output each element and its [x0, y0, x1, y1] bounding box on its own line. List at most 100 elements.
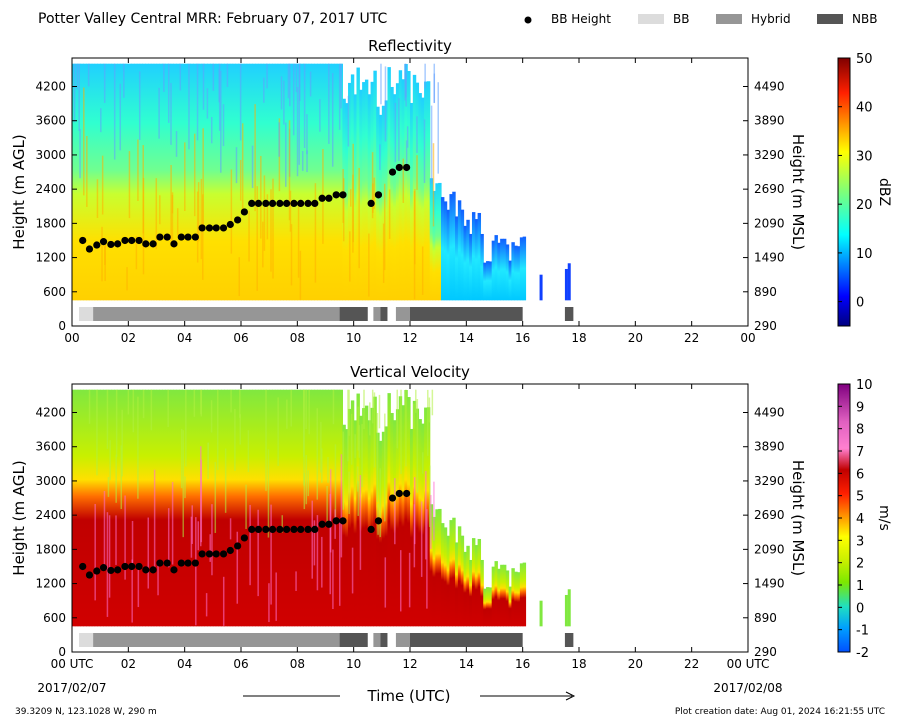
heatmap-streak	[188, 63, 190, 150]
heatmap-column	[283, 63, 287, 301]
heatmap-column	[398, 70, 403, 301]
heatmap-column	[159, 63, 163, 301]
heatmap-column	[164, 63, 169, 301]
heatmap-streak	[423, 119, 426, 184]
heatmap-streak	[205, 593, 208, 617]
heatmap-streak	[128, 151, 131, 219]
heatmap-column	[204, 389, 208, 627]
colorbar-tick-label: 9	[856, 400, 864, 415]
heatmap-streak	[357, 481, 359, 516]
heatmap-column	[193, 389, 197, 627]
heatmap-streak	[210, 116, 213, 144]
heatmap-streak	[433, 481, 435, 541]
y-tick-label: 3000	[35, 148, 66, 162]
heatmap-column	[410, 102, 414, 301]
heatmap-column	[269, 63, 273, 301]
heatmap-streak	[319, 99, 321, 132]
reflectivity-colorbar	[837, 57, 851, 327]
heatmap-streak	[415, 389, 417, 413]
heatmap-column	[401, 405, 405, 627]
heatmap-column	[229, 389, 234, 627]
heatmap-streak	[427, 389, 429, 456]
heatmap-streak	[283, 80, 285, 125]
heatmap-column	[305, 389, 310, 627]
bb-height-point	[191, 559, 199, 567]
heatmap-column	[291, 389, 296, 627]
heatmap-streak	[368, 233, 370, 297]
heatmap-streak	[184, 142, 186, 212]
bb-height-point	[248, 199, 256, 208]
heatmap-column	[291, 63, 296, 301]
heatmap-column	[274, 63, 279, 301]
heatmap-streak	[326, 485, 328, 527]
heatmap-column	[105, 389, 110, 627]
heatmap-streak	[270, 504, 272, 605]
heatmap-streak	[191, 505, 193, 544]
heatmap-column	[564, 268, 568, 301]
end-date-label: 2017/02/08	[713, 681, 782, 695]
heatmap-streak	[171, 194, 174, 240]
heatmap-streak	[347, 95, 350, 147]
reflectivity-title: Reflectivity	[368, 37, 452, 55]
heatmap-streak	[378, 394, 381, 429]
y-tick-label-right: 890	[754, 611, 777, 625]
heatmap-column	[345, 103, 349, 301]
heatmap-column	[179, 63, 183, 301]
bb-type-bar	[395, 633, 410, 647]
heatmap-streak	[202, 63, 205, 110]
bb-height-point	[268, 199, 277, 208]
heatmap-column	[497, 568, 501, 627]
heatmap-column	[502, 238, 507, 301]
heatmap-streak	[206, 88, 209, 119]
heatmap-column	[539, 600, 543, 627]
heatmap-streak	[313, 520, 316, 566]
heatmap-column	[483, 262, 487, 301]
heatmap-column	[438, 508, 442, 627]
heatmap-column	[474, 219, 479, 301]
heatmap-streak	[170, 82, 172, 145]
heatmap-streak	[217, 389, 219, 470]
bb-height-point	[205, 224, 214, 232]
bb-height-point	[262, 525, 270, 534]
colorbar-tick-label: -2	[856, 646, 869, 661]
heatmap-streak	[113, 63, 116, 160]
heatmap-streak	[290, 224, 293, 286]
heatmap-column	[274, 389, 279, 627]
heatmap-streak	[339, 520, 341, 606]
heatmap-streak	[380, 63, 382, 105]
heatmap-column	[173, 389, 177, 627]
velocity-colorbar-label: m/s	[876, 505, 892, 531]
heatmap-streak	[229, 518, 232, 540]
y-tick-label-right: 2090	[754, 216, 785, 230]
heatmap-streak	[100, 108, 102, 133]
heatmap-streak	[306, 150, 308, 173]
heatmap-column	[466, 545, 470, 627]
bb-height-point	[135, 562, 143, 571]
heatmap-streak	[115, 515, 117, 565]
heatmap-streak	[157, 562, 159, 596]
heatmap-streak	[416, 399, 419, 493]
heatmap-column	[207, 389, 211, 627]
heatmap-column	[331, 63, 335, 301]
heatmap-streak	[171, 481, 174, 565]
heatmap-streak	[167, 389, 169, 427]
bb-height-point	[254, 525, 263, 534]
bb-height-point	[184, 233, 192, 241]
heatmap-column	[488, 587, 493, 627]
heatmap-column	[91, 63, 96, 301]
heatmap-column	[263, 63, 267, 301]
heatmap-streak	[402, 158, 405, 203]
heatmap-column	[522, 562, 527, 627]
bb-height-point	[191, 233, 199, 241]
heatmap-column	[517, 246, 521, 301]
heatmap-streak	[272, 178, 274, 279]
heatmap-streak	[220, 70, 222, 173]
heatmap-streak	[200, 178, 203, 260]
heatmap-streak	[437, 82, 439, 174]
bb-height-point	[254, 199, 263, 208]
bb-height-point	[128, 562, 136, 571]
bb-height-point	[297, 199, 305, 208]
heatmap-column	[418, 419, 422, 627]
heatmap-streak	[142, 145, 144, 234]
x-tick-label: 00	[740, 331, 755, 345]
